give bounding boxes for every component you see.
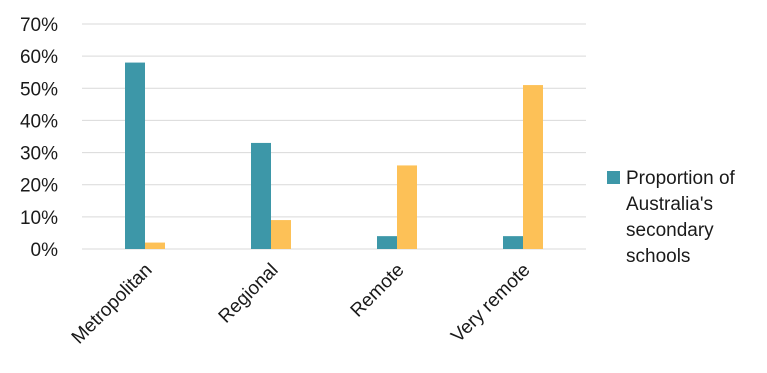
y-axis-tick-labels: 0% 10% 20% 30% 40% 50% 60% 70%	[20, 15, 58, 261]
legend: Proportion of Australia's secondary scho…	[607, 166, 767, 270]
bar-series-2-regional	[271, 220, 291, 249]
legend-label: Proportion of Australia's secondary scho…	[626, 168, 735, 267]
x-category-label: Regional	[215, 260, 283, 328]
x-category-label: Metropolitan	[68, 260, 157, 349]
legend-swatch	[607, 171, 620, 184]
y-tick-label: 70%	[20, 15, 58, 36]
y-tick-label: 40%	[20, 111, 58, 132]
bar-series-2-remote	[397, 165, 417, 249]
y-tick-label: 60%	[20, 47, 58, 68]
chart: 0% 10% 20% 30% 40% 50% 60% 70% Metropolitan Regi…	[20, 15, 586, 349]
bar-series-2-metropolitan	[145, 242, 165, 249]
bar-series-1-regional	[251, 142, 271, 249]
bar-series-2-very-remote	[523, 85, 543, 249]
bar-series-1-metropolitan	[125, 62, 145, 250]
y-tick-label: 10%	[20, 208, 58, 229]
x-category-label: Remote	[347, 260, 409, 322]
x-category-label: Very remote	[447, 260, 534, 347]
x-axis-category-labels: Metropolitan Regional Remote Very remote	[68, 260, 535, 349]
y-tick-label: 50%	[20, 79, 58, 100]
bar-series-1-remote	[377, 236, 397, 249]
bar-series-1-very-remote	[503, 236, 523, 249]
y-tick-label: 30%	[20, 144, 58, 165]
gridlines	[82, 23, 586, 250]
y-tick-label: 20%	[20, 176, 58, 197]
y-tick-label: 0%	[31, 240, 59, 261]
bars	[125, 62, 543, 250]
